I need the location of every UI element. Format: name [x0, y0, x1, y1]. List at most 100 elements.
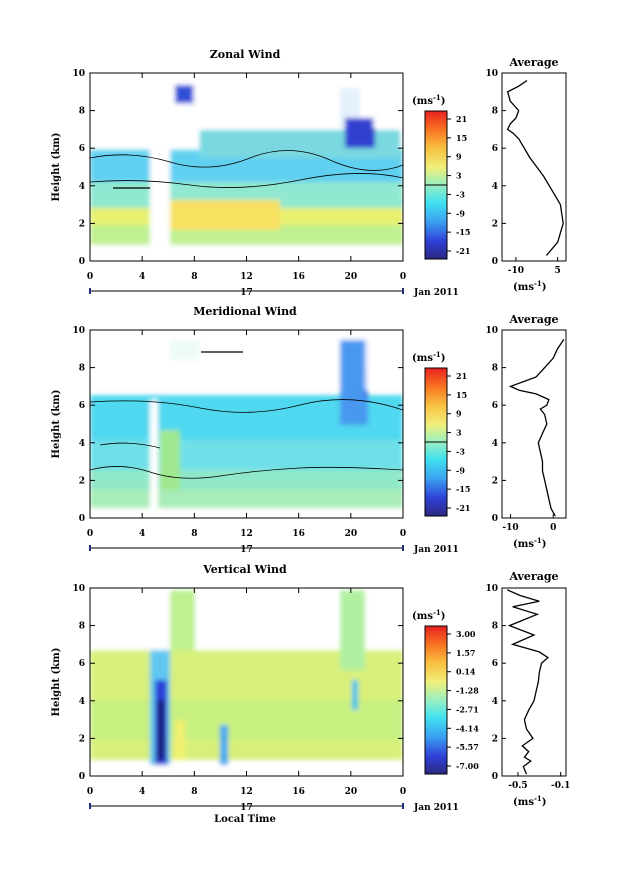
avg-y-tick-label: 4: [492, 439, 498, 449]
x-axis-label: Local Time: [214, 814, 276, 825]
x-tick-label: 0: [87, 529, 93, 539]
x-tick-label: 4: [139, 787, 145, 797]
colorbar-tick-label: 0.14: [456, 667, 476, 677]
avg-units: (ms-1): [513, 794, 546, 808]
colorbar-tick-label: -5.57: [456, 742, 479, 752]
x-tick-label: 12: [240, 787, 253, 797]
avg-x-tick-label: -0.1: [551, 781, 570, 791]
avg-y-tick-label: 8: [492, 622, 498, 632]
y-tick-label: 2: [79, 219, 85, 229]
x-tick-label: 20: [345, 272, 358, 282]
avg-y-tick-label: 2: [492, 476, 498, 486]
colorbar-tick-label: -9: [456, 208, 465, 218]
avg-x-tick-label: -10: [508, 266, 524, 276]
avg-y-tick-label: 8: [492, 364, 498, 374]
x-tick-label: 0: [400, 529, 406, 539]
avg-y-tick-label: 10: [485, 584, 498, 594]
avg-y-tick-label: 8: [492, 107, 498, 117]
colorbar-tick-label: -9: [456, 465, 465, 475]
y-tick-label: 8: [79, 622, 85, 632]
colorbar-tick-label: 9: [456, 152, 462, 162]
x-tick-label: 8: [191, 787, 197, 797]
heatmap-field: [90, 73, 403, 261]
y-tick-label: 0: [79, 514, 85, 524]
colorbar: (ms-1) 21 15 9 3 -3 -9 -15 -21: [412, 93, 470, 260]
x-tick-label: 8: [191, 529, 197, 539]
axes: 0 2 4 6 8 10 0 4 8 12 16 20 0 17 Jan 2011: [72, 326, 458, 555]
avg-x-tick-label: -0.5: [508, 781, 527, 791]
avg-x-tick-label: -10: [502, 523, 518, 533]
avg-y-tick-label: 6: [492, 144, 498, 154]
avg-profile-line: [506, 79, 564, 256]
y-axis-label: Height (km): [51, 133, 62, 202]
heatmap-field: [90, 330, 403, 518]
avg-y-tick-label: 6: [492, 659, 498, 669]
avg-y-tick-label: 2: [492, 734, 498, 744]
axes: 0 2 4 6 8 10 0 4 8 12 16 20 0 17 Jan 2011: [72, 584, 458, 813]
y-tick-label: 10: [72, 69, 85, 79]
average-profile: Average 0 2 4 6 8 10 -10 0 (ms-1): [485, 313, 567, 550]
day-label: 17: [240, 545, 253, 555]
axes: 0 2 4 6 8 10 0 4 8 12 16 20 0 17 Jan 2011: [72, 69, 458, 298]
day-label: 17: [240, 288, 253, 298]
y-tick-label: 2: [79, 734, 85, 744]
y-tick-label: 8: [79, 364, 85, 374]
avg-y-tick-label: 6: [492, 401, 498, 411]
date-label: Jan 2011: [413, 545, 459, 555]
y-tick-label: 10: [72, 326, 85, 336]
y-tick-label: 6: [79, 401, 85, 411]
colorbar-tick-label: -15: [456, 227, 470, 237]
average-profile: Average 0 2 4 6 8 10 -0.5 -0.1 (ms-1): [485, 570, 570, 808]
avg-title: Average: [508, 570, 558, 583]
y-tick-label: 4: [79, 439, 85, 449]
y-axis-label: Height (km): [51, 648, 62, 717]
avg-y-tick-label: 10: [485, 69, 498, 79]
x-tick-label: 20: [345, 787, 358, 797]
y-tick-label: 4: [79, 697, 85, 707]
colorbar-tick-label: -21: [456, 503, 470, 513]
colorbar: (ms-1) 3.00 1.57 0.14 -1.28 -2.71 -4.14 -5.57 -…: [412, 608, 479, 775]
y-tick-label: 4: [79, 182, 85, 192]
avg-y-tick-label: 4: [492, 697, 498, 707]
x-tick-label: 0: [400, 272, 406, 282]
y-axis-label: Height (km): [51, 390, 62, 459]
avg-x-tick-label: 0: [550, 523, 556, 533]
colorbar-tick-label: -3: [456, 189, 465, 199]
avg-y-tick-label: 0: [492, 514, 498, 524]
y-tick-label: 6: [79, 659, 85, 669]
y-tick-label: 0: [79, 772, 85, 782]
y-tick-label: 2: [79, 476, 85, 486]
colorbar-tick-label: 21: [456, 371, 467, 381]
avg-y-tick-label: 0: [492, 772, 498, 782]
y-tick-label: 10: [72, 584, 85, 594]
colorbar: (ms-1) 21 15 9 3 -3 -9 -15 -21: [412, 350, 470, 517]
colorbar-units: (ms-1): [412, 608, 445, 622]
x-tick-label: 4: [139, 272, 145, 282]
avg-profile-line: [507, 589, 549, 775]
avg-units: (ms-1): [513, 279, 546, 293]
colorbar-tick-label: 1.57: [456, 648, 475, 658]
colorbar-units: (ms-1): [412, 350, 445, 364]
avg-y-tick-label: 10: [485, 326, 498, 336]
average-profile: Average 0 2 4 6 8 10 -10 5 (ms-1): [485, 56, 567, 293]
chart-title: Zonal Wind: [210, 48, 281, 61]
x-tick-label: 0: [87, 787, 93, 797]
avg-profile-line: [508, 339, 565, 517]
chart-title: Vertical Wind: [202, 563, 287, 576]
date-bar-end: [89, 545, 404, 551]
avg-title: Average: [508, 313, 558, 326]
x-tick-label: 16: [292, 272, 305, 282]
x-tick-label: 16: [292, 529, 305, 539]
colorbar-tick-label: 3: [456, 428, 462, 438]
colorbar-tick-label: -2.71: [456, 704, 479, 714]
date-bar-end: [89, 288, 404, 294]
colorbar-units: (ms-1): [412, 93, 445, 107]
x-tick-label: 16: [292, 787, 305, 797]
avg-x-tick-label: 5: [555, 266, 561, 276]
colorbar-tick-label: -7.00: [456, 761, 479, 771]
x-tick-label: 0: [87, 272, 93, 282]
chart-title: Meridional Wind: [193, 305, 297, 318]
date-label: Jan 2011: [413, 288, 459, 298]
